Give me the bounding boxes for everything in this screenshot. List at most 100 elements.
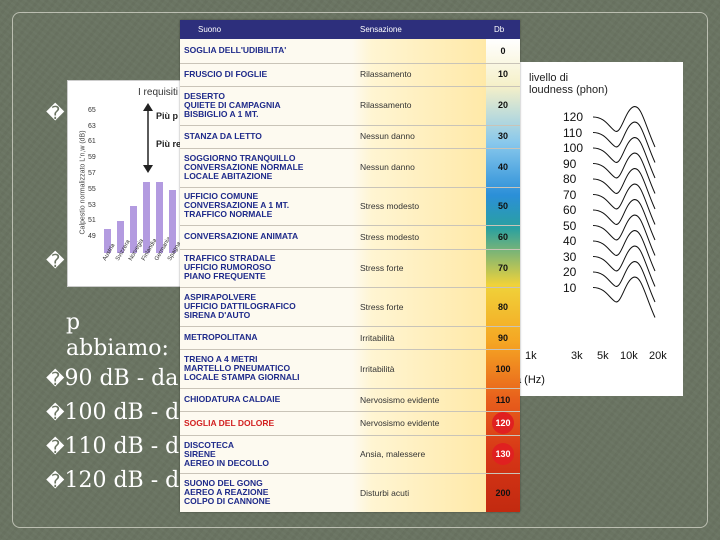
suono-line: UFFICIO RUMOROSO [184, 262, 272, 273]
arrow-label-bottom: Più re [156, 139, 182, 149]
sensazione-cell: Stress modesto [360, 200, 420, 211]
loudness-chart-image: livello di loudness (phon) 120 110 100 90 80… [505, 62, 683, 396]
sensazione-cell: Ansia, malessere [360, 449, 426, 460]
sensazione-cell: Irritabilità [360, 363, 395, 374]
sensazione-cell: Rilassamento [360, 69, 412, 80]
suono-line: AEREO A REAZIONE [184, 487, 269, 498]
y-tick-label: 55 [88, 185, 96, 193]
loudness-curve [592, 261, 656, 303]
suono-cell: UFFICIO COMUNE CONVERSAZIONE A 1 MT. TRAFF… [184, 192, 354, 219]
bullet-line: � [46, 103, 65, 124]
suono-line: PIANO FREQUENTE [184, 271, 266, 282]
loudness-curve [592, 106, 656, 148]
loudness-curve [592, 152, 656, 194]
suono-line: DESERTO [184, 90, 225, 101]
suono-cell: ASPIRAPOLVERE UFFICIO DATTILOGRAFICO SIREN… [184, 293, 354, 320]
phon-level-label: 120 [563, 110, 584, 124]
table-row: CONVERSAZIONE ANIMATA Stress modesto 60 [180, 225, 520, 250]
suono-line: AEREO IN DECOLLO [184, 457, 270, 468]
bullet-line: � [46, 251, 65, 272]
y-tick-label: 59 [88, 154, 96, 162]
bar [104, 229, 111, 253]
bullet-line: �100 dB - da [46, 400, 193, 425]
suono-line: CONVERSAZIONE A 1 MT. [184, 200, 290, 211]
slide-frame [12, 12, 708, 528]
table-row: SOGLIA DELL'UDIBILITA' 0 [180, 39, 520, 64]
text-fragment: p [66, 310, 81, 335]
decibel-table: Suono Sensazione Db SOGLIA DELL'UDIBILIT… [180, 20, 520, 512]
sensazione-cell: Irritabilità [360, 332, 395, 343]
suono-cell: SOGLIA DEL DOLORE [184, 418, 354, 428]
loudness-curve [592, 276, 656, 318]
db-cell: 20 [497, 100, 508, 111]
phon-level-label: 60 [563, 203, 577, 217]
x-tick-label: 10k [620, 350, 638, 362]
bar [117, 221, 124, 253]
suono-cell: TRENO A 4 METRI MARTELLO PNEUMATICO LOCALE… [184, 355, 354, 382]
db-cell: 40 [497, 162, 508, 173]
suono-line: SIRENE [184, 448, 216, 459]
phon-level-label: 70 [563, 187, 577, 202]
suono-line: TRENO A 4 METRI [184, 354, 258, 365]
db-cell: 70 [497, 262, 508, 273]
db-cell: 120 [486, 412, 520, 435]
loudness-curve [592, 137, 656, 179]
db-cell: 30 [497, 131, 508, 142]
y-tick-label: 61 [88, 138, 96, 146]
phon-level-label: 110 [563, 125, 583, 140]
suono-line: CHIODATURA CALDAIE [184, 394, 281, 405]
table-row: METROPOLITANA Irritabilità 90 [180, 326, 520, 351]
y-tick-label: 53 [88, 201, 96, 209]
sensazione-cell: Stress forte [360, 301, 404, 312]
table-row: SOGGIORNO TRANQUILLO CONVERSAZIONE NORMAL… [180, 148, 520, 188]
sensazione-cell: Stress forte [360, 262, 404, 273]
db-cell: 130 [486, 443, 520, 466]
loudness-curve [592, 183, 656, 225]
table-row: FRUSCIO DI FOGLIE Rilassamento 10 [180, 63, 520, 88]
suono-line: UFFICIO DATTILOGRAFICO [184, 301, 296, 312]
suono-line: LOCALE STAMPA GIORNALI [184, 372, 300, 383]
loudness-header: livello di loudness (phon) [529, 72, 608, 96]
double-arrow-icon [143, 103, 153, 173]
phon-level-label: 10 [563, 280, 577, 295]
db-cell: 10 [497, 69, 508, 80]
suono-line: STANZA DA LETTO [184, 130, 262, 141]
phon-level-label: 90 [563, 156, 577, 171]
table-row: DISCOTECA SIRENE AEREO IN DECOLLO Ansia, ma… [180, 435, 520, 475]
phon-level-label: 40 [563, 234, 577, 248]
sensazione-cell: Nervosismo evidente [360, 418, 440, 429]
sensazione-cell: Rilassamento [360, 100, 412, 111]
db-cell: 80 [497, 301, 508, 312]
bar-chart-title: I requisiti [138, 87, 179, 98]
suono-cell: CONVERSAZIONE ANIMATA [184, 232, 354, 241]
bar [169, 189, 176, 253]
suono-line: FRUSCIO DI FOGLIE [184, 68, 268, 79]
suono-line: SUONO DEL GONG [184, 478, 263, 489]
suono-line: DISCOTECA [184, 439, 235, 450]
db-cell: 100 [495, 363, 511, 374]
x-tick-label: 3k [571, 350, 583, 362]
table-row: DESERTO QUIETE DI CAMPAGNIA BISBIGLIO A 1 … [180, 86, 520, 126]
db-cell: 90 [497, 332, 508, 343]
bullet-line: �110 dB - da [46, 434, 193, 459]
y-tick-label: 63 [88, 122, 96, 130]
table-row: STANZA DA LETTO Nessun danno 30 [180, 125, 520, 150]
text-fragment: abbiamo: [66, 336, 169, 361]
suono-cell: FRUSCIO DI FOGLIE [184, 68, 354, 79]
db-cell: 60 [497, 231, 508, 242]
bar [156, 181, 163, 253]
phon-level-label: 20 [563, 265, 577, 279]
table-header: Suono Sensazione Db [180, 20, 520, 39]
suono-line: MARTELLO PNEUMATICO [184, 363, 291, 374]
suono-cell: SUONO DEL GONG AEREO A REAZIONE COLPO DI C… [184, 479, 354, 506]
loudness-curve [592, 230, 656, 272]
phon-level-label: 30 [563, 249, 577, 264]
col-db: Db [494, 25, 505, 34]
phon-level-label: 50 [563, 218, 577, 233]
table-row: UFFICIO COMUNE CONVERSAZIONE A 1 MT. TRAFF… [180, 187, 520, 227]
sensazione-cell: Nessun danno [360, 162, 415, 173]
table-row: TRENO A 4 METRI MARTELLO PNEUMATICO LOCALE… [180, 349, 520, 389]
bar-chart-ylabel: Calpestio normalizzato L'n,w (dB) [79, 130, 87, 235]
col-sensazione: Sensazione [360, 25, 402, 34]
loudness-curve [592, 121, 656, 163]
